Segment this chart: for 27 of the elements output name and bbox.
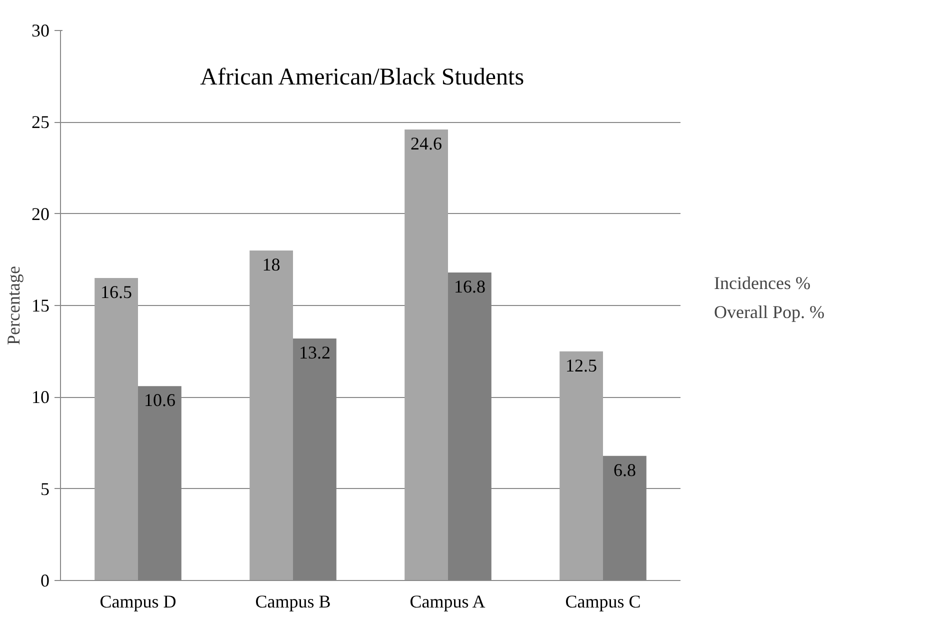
data-label: 24.6: [410, 134, 442, 154]
bar: [560, 351, 603, 580]
y-axis-title: Percentage: [4, 266, 24, 345]
y-tick-label: 25: [32, 112, 50, 132]
text: African American/Black Students: [200, 64, 524, 90]
y-tick-label: 20: [32, 204, 50, 224]
data-label: 12.5: [566, 355, 598, 376]
bar: [94, 278, 138, 580]
x-tick-label: Campus B: [255, 592, 331, 612]
x-tick-label: Campus A: [410, 592, 486, 612]
y-tick-label: 15: [32, 296, 50, 316]
x-tick-label: Campus D: [100, 592, 176, 612]
y-tick-label: 10: [32, 387, 50, 408]
text: Incidences %: [714, 273, 810, 294]
text: Overall Pop. %: [714, 302, 824, 323]
data-label: 16.5: [100, 282, 132, 302]
y-tick-label: 30: [32, 20, 50, 40]
x-tick-label: Campus C: [565, 592, 641, 612]
y-tick-label: 0: [40, 570, 50, 590]
data-label: 16.8: [454, 276, 486, 296]
bar: [250, 250, 293, 580]
data-label: 13.2: [298, 342, 330, 362]
data-label: 6.8: [613, 460, 636, 480]
data-label: 10.6: [144, 390, 176, 410]
data-label: 18: [262, 254, 280, 274]
bar: [404, 130, 448, 580]
y-tick-label: 5: [40, 478, 50, 499]
